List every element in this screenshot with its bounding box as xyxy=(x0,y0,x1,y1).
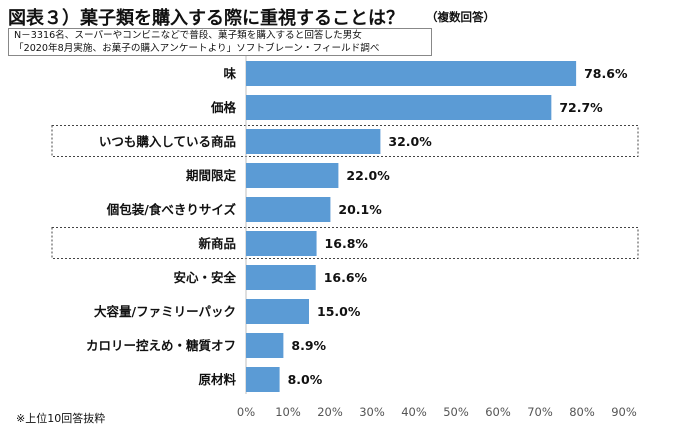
value-label: 8.9% xyxy=(291,338,326,353)
category-label: 個包装/食べきりサイズ xyxy=(106,202,237,217)
bar xyxy=(246,129,381,154)
chart-title: 図表３）菓子類を購入する際に重視することは？ xyxy=(8,8,404,29)
source-line-1: N－3316名、スーパーやコンビニなどで普段、菓子類を購入すると回答した男女 xyxy=(14,30,362,41)
x-tick-label: 40% xyxy=(401,405,427,419)
category-label: いつも購入している商品 xyxy=(99,134,236,149)
source-note-box: N－3316名、スーパーやコンビニなどで普段、菓子類を購入すると回答した男女 「… xyxy=(8,28,432,56)
bar xyxy=(246,197,331,222)
source-line-2: 「2020年8月実施、お菓子の購入アンケートより」ソフトブレーン・フィールド調べ xyxy=(14,42,380,54)
category-label: 新商品 xyxy=(198,236,236,251)
bar xyxy=(246,299,309,324)
value-label: 16.6% xyxy=(324,270,368,285)
footnote: ※上位10回答抜粋 xyxy=(16,412,106,425)
x-tick-label: 70% xyxy=(527,405,553,419)
bar xyxy=(246,95,552,120)
value-label: 72.7% xyxy=(559,100,603,115)
value-label: 78.6% xyxy=(584,66,628,81)
value-label: 16.8% xyxy=(325,236,369,251)
x-tick-label: 50% xyxy=(443,405,469,419)
bar xyxy=(246,265,316,290)
x-tick-label: 90% xyxy=(611,405,637,419)
category-label: カロリー控えめ・糖質オフ xyxy=(86,338,236,353)
bar xyxy=(246,163,339,188)
x-tick-label: 80% xyxy=(569,405,595,419)
x-tick-label: 20% xyxy=(317,405,343,419)
bar xyxy=(246,333,284,358)
highlight-box xyxy=(51,125,639,157)
category-label: 期間限定 xyxy=(186,168,237,183)
category-label: 安心・安全 xyxy=(173,270,236,285)
x-tick-label: 10% xyxy=(275,405,301,419)
bar xyxy=(246,61,577,86)
value-label: 8.0% xyxy=(288,372,323,387)
category-label: 原材料 xyxy=(198,372,236,387)
value-label: 20.1% xyxy=(338,202,382,217)
x-tick-label: 60% xyxy=(485,405,511,419)
bar xyxy=(246,367,280,392)
highlight-box xyxy=(51,227,639,259)
value-label: 32.0% xyxy=(388,134,432,149)
x-tick-label: 30% xyxy=(359,405,385,419)
multiple-answer-note: （複数回答） xyxy=(426,10,495,24)
x-tick-label: 0% xyxy=(237,405,255,419)
value-label: 22.0% xyxy=(346,168,390,183)
category-label: 価格 xyxy=(210,100,237,115)
category-label: 味 xyxy=(223,66,236,81)
category-label: 大容量/ファミリーパック xyxy=(94,304,236,319)
value-label: 15.0% xyxy=(317,304,361,319)
bar xyxy=(246,231,317,256)
